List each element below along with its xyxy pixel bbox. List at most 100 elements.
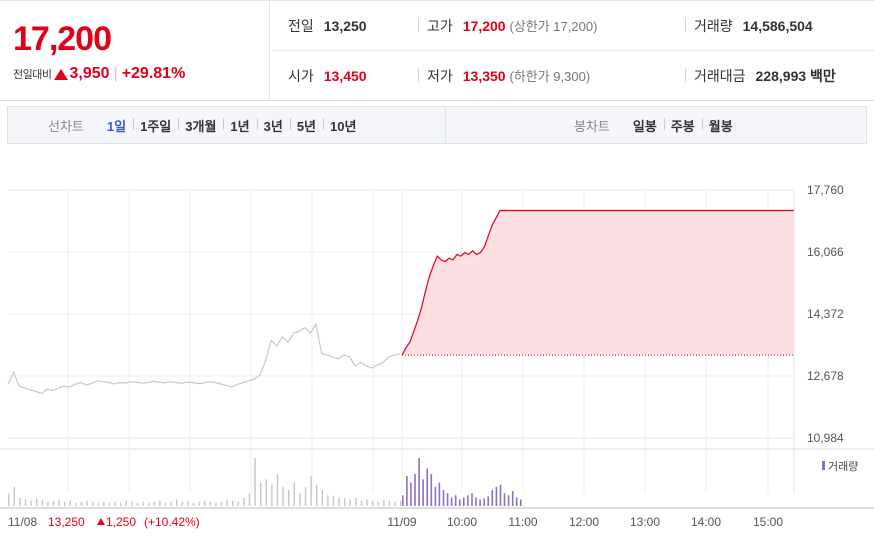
tab-weekly[interactable]: 주봉 xyxy=(663,116,702,135)
amount-unit: 백만 xyxy=(810,68,836,84)
volume-bar xyxy=(355,497,357,506)
x-tick-label: 13:00 xyxy=(630,515,660,529)
tab-daily[interactable]: 일봉 xyxy=(632,118,657,134)
volume-bar xyxy=(459,499,461,506)
change-rate: +29.81% xyxy=(121,65,186,82)
volume-bar xyxy=(97,502,99,506)
volume-bar xyxy=(237,501,239,506)
volume-bar xyxy=(131,501,133,506)
current-price-box: 17,200 전일대비 3,950 | +29.81% xyxy=(0,1,270,101)
volume-bar xyxy=(388,500,391,506)
high-price: 고가 17,200 (상한가 17,200) xyxy=(417,16,597,36)
open-value: 13,450 xyxy=(323,68,367,84)
divider: | xyxy=(113,65,118,82)
volume-bar xyxy=(204,500,206,506)
volume-bar xyxy=(13,486,15,506)
volume-bar xyxy=(164,502,167,506)
volume-bar xyxy=(316,484,318,506)
y-tick-label: 14,372 xyxy=(807,307,844,321)
x-tick-label: 15:00 xyxy=(753,515,783,529)
volume-bar xyxy=(520,499,522,506)
price-summary: 17,200 전일대비 3,950 | +29.81% 전일 13,250 고가 1… xyxy=(0,0,874,101)
volume: 거래량 14,586,504 xyxy=(685,16,813,36)
volume-bar xyxy=(209,501,211,506)
line-chart-title: 선차트 xyxy=(48,118,84,134)
volume-bar xyxy=(187,500,189,506)
prev-close-label: 전일 xyxy=(288,18,314,34)
chart-tab-bar: 선차트 1일 1주일 3개월 1년 3년 5년 10년 봉차트 일봉 주봉 월봉 xyxy=(7,106,867,144)
volume-bar xyxy=(426,468,428,506)
volume-bar xyxy=(159,500,161,506)
tab-5y[interactable]: 5년 xyxy=(289,116,323,135)
prev-day-info: 11/08 13,250 1,250 (+10.42%) xyxy=(8,515,200,529)
volume-bar xyxy=(402,495,404,506)
tab-monthly[interactable]: 월봉 xyxy=(701,116,740,135)
volume-bar xyxy=(220,501,223,506)
candle-chart-tabs: 봉차트 일봉 주봉 월봉 xyxy=(574,107,740,143)
volume-bar xyxy=(338,497,340,506)
volume-bar xyxy=(450,497,453,506)
tab-10y[interactable]: 10년 xyxy=(323,116,363,135)
stats-row-2: 시가 13,450 저가 13,350 (하한가 9,300) 거래대금 228,99… xyxy=(271,51,874,101)
trade-amount: 거래대금 228,993 백만 xyxy=(685,66,836,86)
volume-legend-label: 거래량 xyxy=(828,460,858,473)
amount-value: 228,993 xyxy=(755,68,807,84)
tab-1w[interactable]: 1주일 xyxy=(133,116,178,135)
volume-bar xyxy=(232,500,234,506)
volume-bar xyxy=(254,458,256,506)
tab-3m[interactable]: 3개월 xyxy=(178,116,223,135)
volume-bar xyxy=(120,502,122,506)
volume-bar xyxy=(430,474,433,506)
volume-legend-swatch xyxy=(822,461,825,470)
volume-bar xyxy=(215,502,217,506)
volume-value: 14,586,504 xyxy=(742,18,813,34)
volume-bar xyxy=(80,501,83,506)
volume-label: 거래량 xyxy=(694,18,733,34)
volume-bar xyxy=(414,474,416,506)
tab-1d[interactable]: 1일 xyxy=(106,118,127,134)
tab-1y[interactable]: 1년 xyxy=(223,116,256,135)
volume-bar xyxy=(181,501,183,506)
prev-day-date: 11/08 xyxy=(8,515,37,529)
volume-bar xyxy=(463,497,465,506)
volume-bar xyxy=(86,500,88,506)
volume-bar xyxy=(410,482,412,506)
volume-bar xyxy=(471,493,473,506)
volume-bar xyxy=(400,500,402,506)
low-value: 13,350 xyxy=(462,68,506,84)
volume-bar xyxy=(103,501,105,506)
volume-bar xyxy=(299,493,301,506)
volume-bar xyxy=(271,484,273,506)
volume-bar xyxy=(321,490,323,506)
x-tick-label: 11/09 xyxy=(387,515,416,529)
open-price: 시가 13,450 xyxy=(288,66,367,86)
volume-bar xyxy=(30,500,32,506)
prev-close: 전일 13,250 xyxy=(288,16,367,36)
volume-bar xyxy=(243,497,245,506)
volume-bar xyxy=(438,482,441,506)
x-tick-label: 14:00 xyxy=(691,515,721,529)
tab-3y[interactable]: 3년 xyxy=(256,116,290,135)
up-arrow-icon xyxy=(97,518,105,525)
low-price: 저가 13,350 (하한가 9,300) xyxy=(417,66,590,86)
open-label: 시가 xyxy=(288,68,314,84)
tab-divider xyxy=(445,107,446,143)
volume-bar xyxy=(304,486,307,506)
volume-bar xyxy=(136,502,139,506)
volume-bar xyxy=(288,490,290,506)
volume-bar xyxy=(442,490,445,506)
y-tick-label: 16,066 xyxy=(807,245,844,259)
volume-bar xyxy=(349,499,351,506)
up-arrow-icon xyxy=(54,68,69,80)
y-axis-ticks: 17,760 16,066 14,372 12,678 10,984 xyxy=(807,183,844,445)
volume-bar xyxy=(377,501,379,506)
volume-bar xyxy=(503,493,506,506)
change-amount: 3,950 xyxy=(69,65,110,82)
volume-bar xyxy=(198,501,200,506)
price-chart[interactable]: 17,760 16,066 14,372 12,678 10,984 11/09 10:0… xyxy=(0,153,874,543)
volume-bar xyxy=(418,458,420,506)
y-tick-label: 10,984 xyxy=(807,431,844,445)
volume-bar xyxy=(394,501,396,506)
volume-bar xyxy=(75,502,77,506)
volume-bar xyxy=(248,493,251,506)
